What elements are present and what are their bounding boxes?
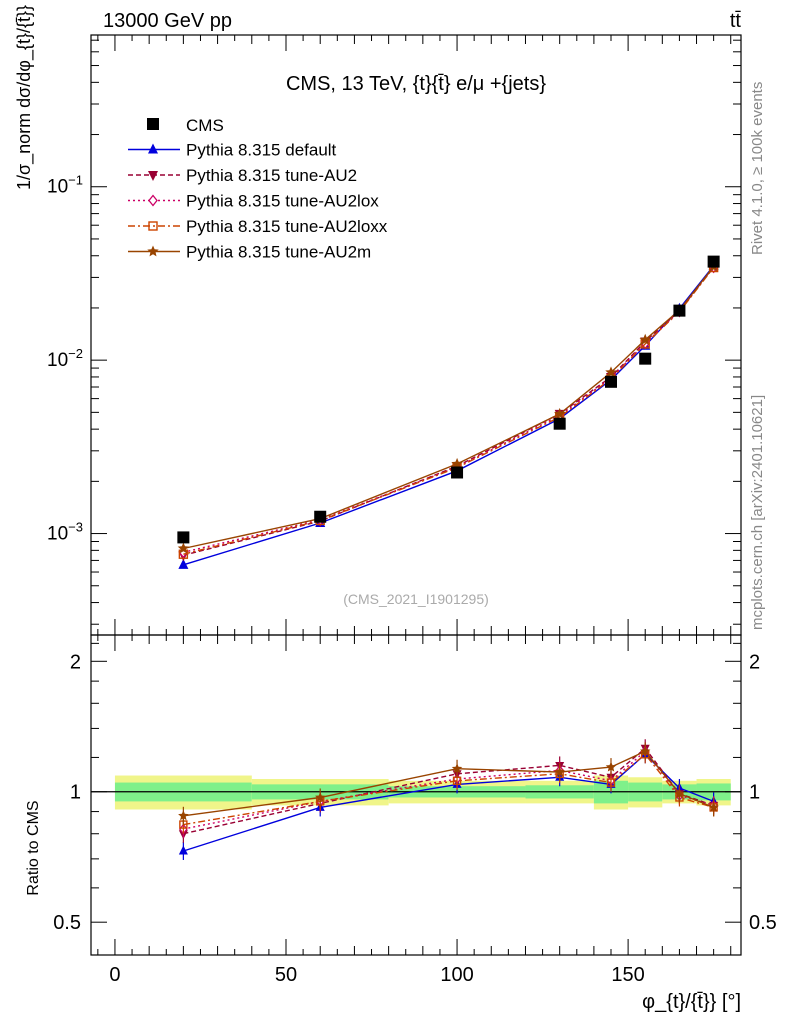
legend-marker — [148, 221, 158, 231]
series-marker — [639, 333, 651, 345]
ratio-panel-frame — [90, 634, 742, 956]
ratio-tick-label-right: 0.5 — [749, 912, 777, 934]
data-point — [553, 417, 566, 430]
ratio-marker — [554, 766, 565, 777]
ratio-marker — [178, 845, 188, 855]
y-tick-label: 10−3 — [47, 520, 83, 545]
ratio-marker — [708, 801, 719, 812]
header-right: tt̄ — [730, 10, 742, 32]
ratio-tick-label-right: 1 — [749, 782, 760, 804]
legend-label: Pythia 8.315 tune-AU2loxx — [186, 217, 388, 236]
series-marker — [554, 407, 566, 419]
ratio-series-group — [178, 739, 719, 860]
rivet-version: Rivet 4.1.0, ≥ 100k events — [749, 82, 766, 255]
chart-title: CMS, 13 TeV, {t}{t̄} e/μ +{jets} — [286, 73, 546, 95]
series-line — [183, 266, 715, 556]
x-axis-label: φ_{t}/{t̄}} [°] — [642, 991, 741, 1013]
ratio-marker — [178, 810, 189, 821]
ratio-tick-label-left: 2 — [70, 651, 81, 673]
series-marker — [451, 457, 463, 469]
data-point — [605, 375, 617, 388]
ratio-marker — [606, 778, 616, 787]
data-point — [177, 531, 190, 544]
legend: CMS Pythia 8.315 default Pythia 8.315 tune… — [128, 116, 388, 262]
main-axis-ticks: 10−3 10−2 10−1 — [47, 35, 741, 635]
ratio-line — [183, 753, 714, 826]
x-tick-label: 0 — [109, 964, 120, 986]
ratio-axis-ticks: 0.5 0.5 1 1 2 2 0 50 100 150 — [53, 635, 777, 986]
ratio-tick-label-left: 0.5 — [53, 912, 81, 934]
y-tick-label: 10−2 — [47, 346, 83, 371]
legend-marker — [148, 143, 158, 154]
series-line — [183, 267, 715, 555]
data-point — [673, 304, 686, 317]
series-marker — [177, 542, 190, 554]
legend-label: Pythia 8.315 tune-AU2 — [186, 166, 357, 185]
y-axis-label: 1/σ_norm dσ/dφ_{t}/{t̄}} — [14, 5, 35, 190]
ratio-marker — [640, 745, 651, 756]
data-point — [707, 255, 720, 268]
site-reference: mcplots.cern.ch [arXiv:2401.10621] — [749, 395, 766, 630]
legend-label: CMS — [186, 116, 224, 135]
ratio-axis-label: Ratio to CMS — [25, 800, 42, 895]
analysis-watermark: (CMS_2021_I1901295) — [343, 591, 489, 607]
data-point — [451, 466, 464, 479]
ratio-marker — [605, 761, 617, 772]
legend-marker — [147, 118, 159, 130]
x-tick-label: 100 — [440, 964, 473, 986]
series-line — [183, 266, 715, 553]
x-tick-label: 150 — [611, 964, 644, 986]
legend-label: Pythia 8.315 default — [186, 141, 337, 160]
legend-label: Pythia 8.315 tune-AU2lox — [186, 192, 379, 211]
legend-marker — [148, 194, 158, 207]
data-point — [314, 510, 327, 523]
legend-marker — [147, 245, 159, 257]
ratio-marker — [674, 788, 685, 799]
ratio-line — [183, 750, 714, 817]
series-marker — [178, 558, 189, 569]
main-series-group — [177, 255, 720, 569]
ratio-marker — [451, 763, 463, 774]
ratio-marker — [315, 792, 326, 802]
y-tick-label: 10−1 — [47, 173, 83, 198]
series-line — [183, 266, 715, 550]
data-point — [639, 352, 652, 365]
legend-marker — [148, 171, 158, 181]
series-marker — [605, 366, 617, 378]
legend-label: Pythia 8.315 tune-AU2m — [186, 243, 371, 262]
ratio-line — [183, 750, 714, 830]
ratio-tick-label-left: 1 — [70, 782, 81, 804]
series-line — [183, 265, 715, 566]
ratio-tick-label-right: 2 — [749, 651, 760, 673]
x-tick-label: 50 — [275, 964, 297, 986]
header-left: 13000 GeV pp — [103, 10, 232, 32]
ratio-uncertainty-bands — [114, 775, 731, 810]
ratio-line — [183, 753, 714, 852]
